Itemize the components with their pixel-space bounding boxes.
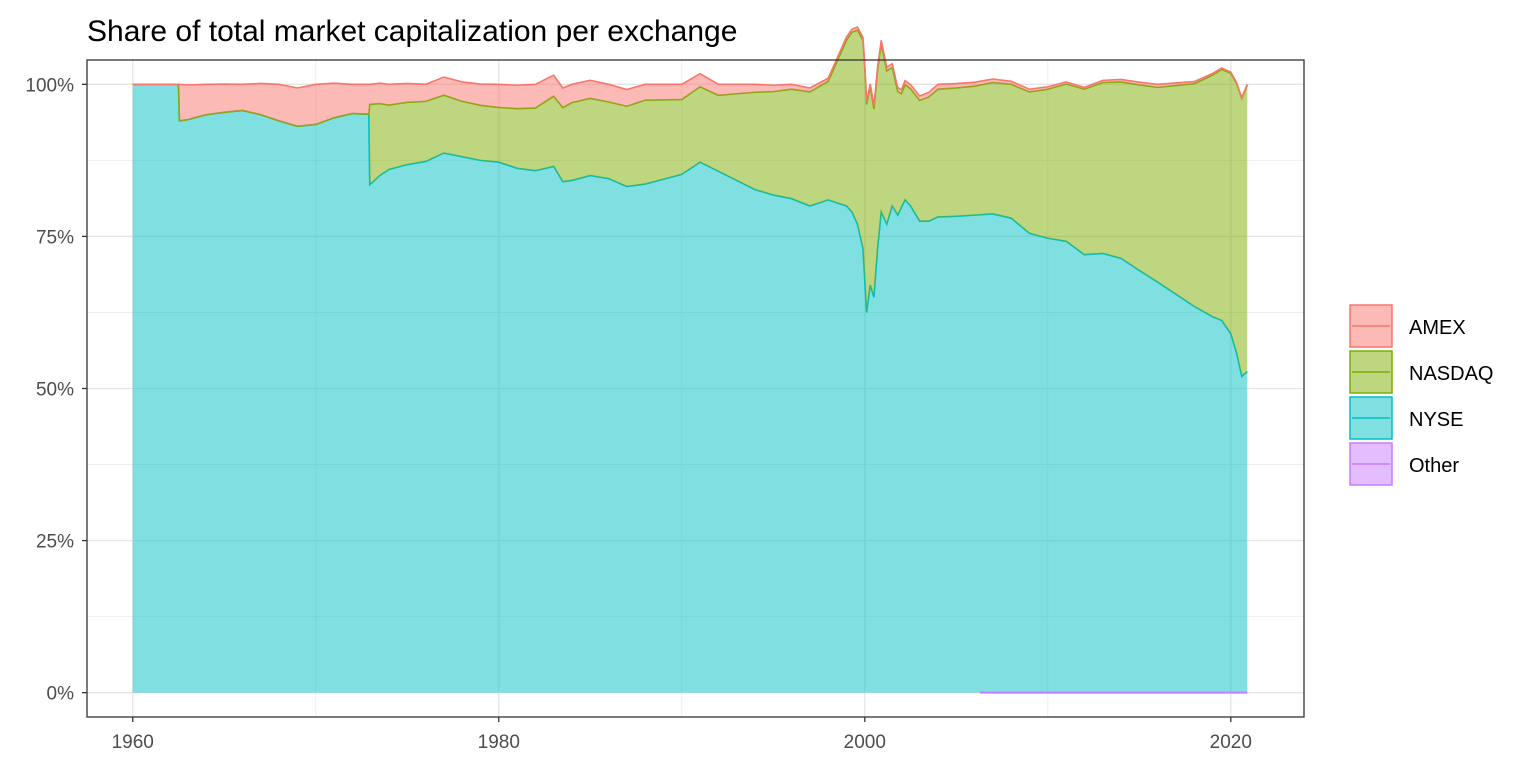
x-tick-label: 1980 (478, 732, 520, 753)
area-nasdaq (132, 30, 1248, 377)
legend-item-amex: AMEX (1349, 304, 1466, 348)
y-tick-label: 100% (25, 75, 74, 96)
x-tick-label: 2000 (844, 732, 886, 753)
legend-item-other: Other (1349, 442, 1459, 486)
area-nyse (132, 84, 1248, 693)
stacked-areas (132, 26, 1249, 694)
legend-label-amex: AMEX (1409, 317, 1466, 339)
legend-label-nyse: NYSE (1409, 409, 1463, 431)
area-amex (132, 27, 1248, 127)
y-tick-label: 75% (36, 227, 74, 248)
chart-title: Share of total market capitalization per… (87, 15, 737, 48)
y-tick-label: 50% (36, 380, 74, 401)
legend-label-nasdaq: NASDAQ (1409, 363, 1493, 385)
legend-item-nasdaq: NASDAQ (1349, 350, 1493, 394)
x-tick-label: 2020 (1210, 732, 1252, 753)
y-tick-label: 25% (36, 532, 74, 553)
line-amex (132, 26, 1249, 106)
plot-panel: 0% 25% 50% 75% 100% 1960 1980 2000 2020 (25, 26, 1305, 753)
legend-label-other: Other (1409, 455, 1459, 477)
y-tick-label: 0% (47, 684, 75, 705)
legend-item-nyse: NYSE (1349, 396, 1463, 440)
legend: AMEX NASDAQ NYSE Other (1349, 304, 1493, 486)
x-tick-label: 1960 (112, 732, 154, 753)
axes: 0% 25% 50% 75% 100% 1960 1980 2000 2020 (25, 75, 1252, 753)
